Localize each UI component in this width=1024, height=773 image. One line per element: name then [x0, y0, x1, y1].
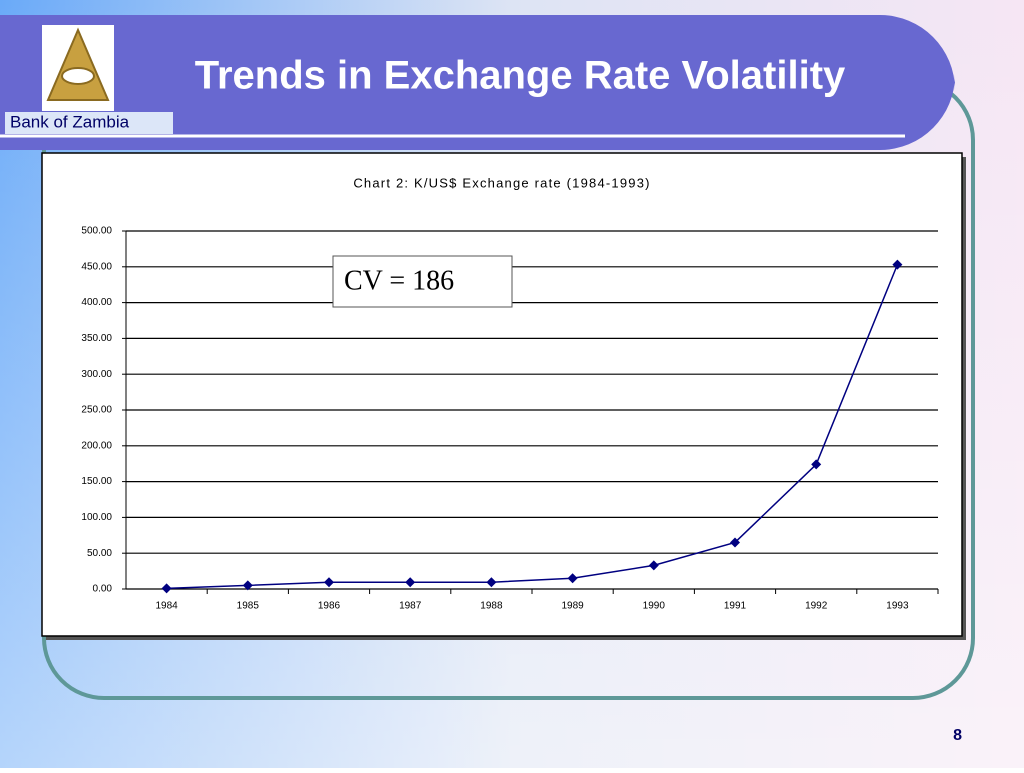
x-tick-label: 1990 [643, 601, 666, 612]
y-tick-label: 0.00 [93, 584, 113, 595]
marker [892, 259, 903, 270]
x-tick-label: 1993 [886, 601, 909, 612]
y-tick-label: 350.00 [81, 333, 112, 344]
x-tick-label: 1987 [399, 601, 422, 612]
y-tick-label: 250.00 [81, 405, 112, 416]
plot: 0.00 50.00 100.00 150.00 200.00 250.00 300.00 3… [81, 226, 939, 612]
y-tick-label: 500.00 [81, 226, 112, 237]
annotation-box [332, 255, 513, 308]
marker [324, 577, 334, 588]
page-number: 8 [953, 727, 962, 744]
series-line [166, 264, 899, 590]
x-tick-label: 1986 [318, 601, 341, 612]
x-tick-label: 1989 [561, 601, 584, 612]
slide-title: Trends in Exchange Rate Volatility [195, 54, 846, 98]
y-tick-label: 150.00 [81, 476, 112, 487]
y-tick-label: 450.00 [81, 261, 112, 272]
x-tick-label: 1984 [155, 601, 178, 612]
annotation: CV = 186 [344, 265, 454, 296]
organization: Bank of Zambia [10, 112, 130, 131]
logo-ring [61, 67, 95, 85]
x-tick-label: 1988 [480, 601, 503, 612]
logo [46, 27, 110, 101]
y-tick-label: 50.00 [87, 548, 112, 559]
marker [567, 573, 578, 584]
x-tick-label: 1992 [805, 601, 828, 612]
marker [648, 560, 659, 571]
y-tick-label: 300.00 [81, 369, 112, 380]
marker [811, 459, 822, 470]
x-tick-label: 1985 [237, 601, 260, 612]
marker [405, 577, 416, 588]
marker [161, 583, 172, 594]
y-tick-label: 200.00 [81, 440, 112, 451]
header-bar [0, 15, 955, 150]
marker [486, 577, 497, 588]
y-tick-label: 400.00 [81, 297, 112, 308]
x-tick-label: 1991 [724, 601, 747, 612]
marker [242, 580, 253, 591]
marker [730, 537, 740, 548]
org-bg [5, 112, 173, 134]
y-tick-label: 100.00 [81, 512, 112, 523]
chart-area [41, 152, 963, 637]
chart-title: Chart 2: K/US$ Exchange rate (1984-1993) [353, 175, 650, 190]
